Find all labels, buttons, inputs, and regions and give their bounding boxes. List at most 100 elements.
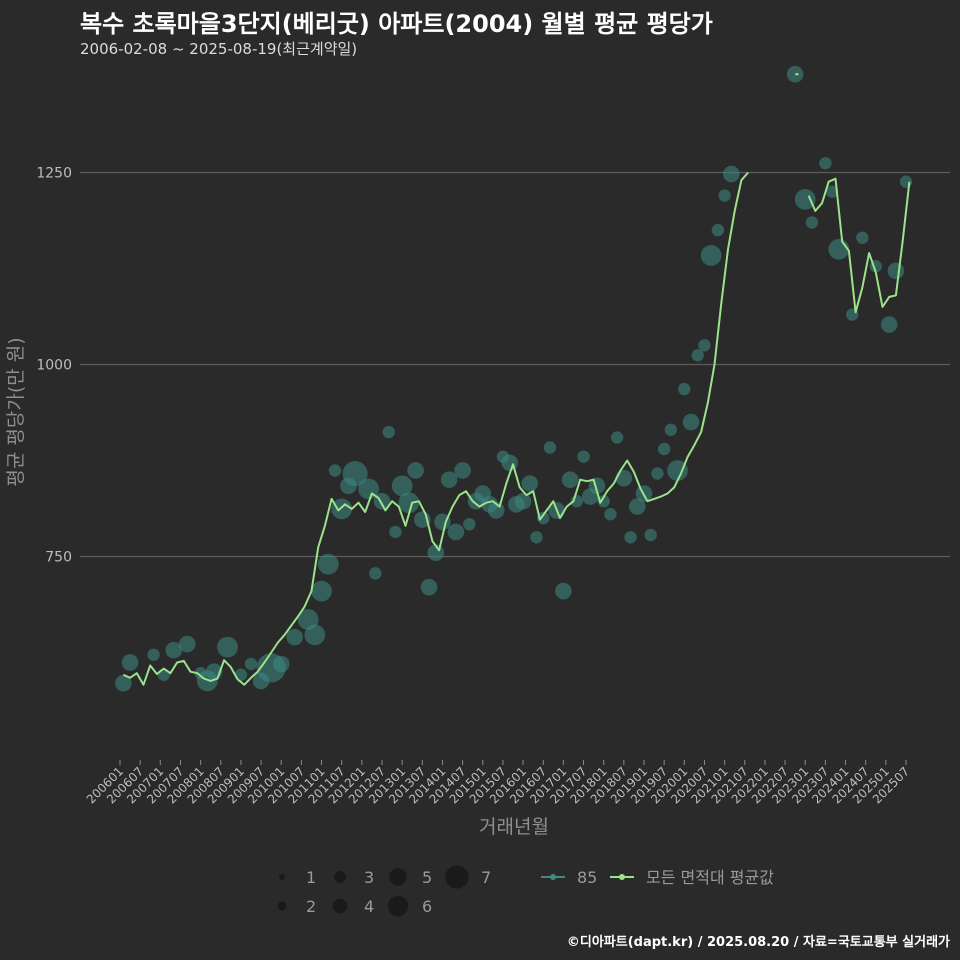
data-point-85[interactable] [700, 245, 722, 266]
data-point-85[interactable] [794, 188, 816, 210]
data-point-85[interactable] [691, 349, 704, 362]
legend-size-label: 7 [481, 868, 491, 887]
data-point-85[interactable] [447, 523, 465, 541]
data-point-85[interactable] [664, 423, 678, 436]
data-point-85[interactable] [382, 425, 395, 439]
legend-series-85[interactable]: 85 [541, 868, 597, 887]
legend-size-marker [279, 874, 285, 880]
y-tick-label: 750 [45, 549, 72, 565]
data-point-85[interactable] [304, 624, 326, 646]
legend-size-2: 2 [277, 897, 316, 916]
data-point-85[interactable] [718, 189, 731, 202]
data-point-85[interactable] [342, 461, 368, 487]
data-point-85[interactable] [543, 441, 557, 454]
bubble-series-85 [115, 65, 913, 692]
data-point-85[interactable] [537, 511, 550, 525]
data-point-85[interactable] [825, 185, 839, 198]
data-point-85[interactable] [407, 462, 424, 479]
legend-size-3: 3 [334, 868, 374, 887]
x-axis-ticks: 2006012006072007012007072008012008072009… [84, 760, 912, 807]
data-point-85[interactable] [610, 431, 624, 444]
legend-size-7: 7 [445, 865, 491, 889]
data-point-85[interactable] [311, 580, 332, 602]
data-point-85[interactable] [398, 492, 420, 514]
legend-size-1: 1 [279, 868, 316, 887]
legend-series-average[interactable]: 모든 면적대 평균값 [610, 868, 774, 887]
data-point-85[interactable] [328, 464, 342, 477]
data-point-85[interactable] [628, 498, 646, 515]
average-line[interactable] [807, 177, 911, 314]
data-point-85[interactable] [463, 518, 476, 531]
data-point-85[interactable] [178, 635, 196, 653]
data-point-85[interactable] [521, 475, 539, 492]
data-point-85[interactable] [501, 454, 518, 472]
data-point-85[interactable] [588, 477, 606, 495]
data-point-85[interactable] [317, 553, 339, 575]
legend-series-average-label: 모든 면적대 평균값 [646, 868, 774, 887]
data-point-85[interactable] [272, 655, 290, 673]
data-point-85[interactable] [887, 262, 905, 280]
data-point-85[interactable] [530, 531, 543, 544]
data-point-85[interactable] [420, 578, 438, 596]
chart-title: 복수 초록마을3단지(베리굿) 아파트(2004) 월별 평균 평당가 [80, 10, 713, 38]
legend-size-marker [445, 865, 469, 889]
data-point-85[interactable] [678, 382, 691, 396]
data-point-85[interactable] [828, 238, 850, 260]
data-point-85[interactable] [615, 469, 633, 487]
legend-size-4: 4 [332, 897, 374, 916]
data-point-85[interactable] [899, 175, 913, 188]
data-point-85[interactable] [514, 492, 532, 510]
legend-size-label: 1 [306, 868, 316, 887]
data-point-85[interactable] [711, 223, 725, 237]
footer-credit: ©디아파트(dapt.kr) / 2025.08.20 / 자료=국토교통부 실… [566, 935, 950, 950]
data-point-85[interactable] [561, 471, 579, 488]
data-point-85[interactable] [856, 231, 869, 244]
x-axis-title: 거래년월 [479, 816, 549, 838]
legend-size-marker [334, 871, 346, 883]
data-point-85[interactable] [165, 641, 183, 659]
data-point-85[interactable] [624, 531, 637, 544]
data-point-85[interactable] [682, 413, 700, 431]
y-axis-ticks: 750 1000 1250 [36, 166, 72, 566]
data-point-85[interactable] [121, 654, 139, 671]
data-point-85[interactable] [805, 216, 819, 229]
data-point-85[interactable] [286, 628, 303, 646]
data-point-85[interactable] [389, 525, 402, 539]
legend-size-label: 4 [364, 897, 374, 916]
data-point-85[interactable] [454, 462, 471, 479]
legend-size-label: 2 [306, 897, 316, 916]
data-point-85[interactable] [651, 467, 664, 480]
legend-size-6: 6 [387, 895, 432, 917]
data-point-85[interactable] [244, 657, 258, 671]
data-point-85[interactable] [604, 508, 617, 521]
data-point-85[interactable] [723, 165, 740, 183]
data-point-85[interactable] [391, 475, 413, 497]
legend-size-marker [332, 898, 348, 914]
data-point-85[interactable] [880, 316, 898, 333]
data-point-85[interactable] [331, 498, 353, 520]
data-point-85[interactable] [698, 339, 711, 352]
data-point-85[interactable] [597, 494, 610, 508]
data-point-85[interactable] [644, 528, 657, 542]
legend-size-label: 5 [422, 868, 432, 887]
legend-size-marker [389, 868, 407, 886]
y-tick-label: 1250 [36, 166, 72, 182]
data-point-85[interactable] [147, 648, 160, 661]
data-point-85[interactable] [577, 450, 590, 463]
data-point-85[interactable] [667, 460, 688, 481]
average-line[interactable] [122, 171, 749, 686]
data-point-85[interactable] [440, 471, 458, 488]
legend-size-marker [277, 901, 287, 911]
data-point-85[interactable] [217, 636, 238, 658]
legend-size-label: 3 [364, 868, 374, 887]
data-point-85[interactable] [657, 442, 671, 456]
data-point-85[interactable] [369, 567, 382, 580]
y-tick-label: 1000 [36, 358, 72, 374]
data-point-85[interactable] [115, 674, 132, 692]
grid-lines [80, 171, 950, 558]
data-point-85[interactable] [786, 65, 804, 83]
average-line-series [122, 73, 911, 686]
data-point-85[interactable] [819, 157, 832, 170]
data-point-85[interactable] [555, 582, 572, 600]
